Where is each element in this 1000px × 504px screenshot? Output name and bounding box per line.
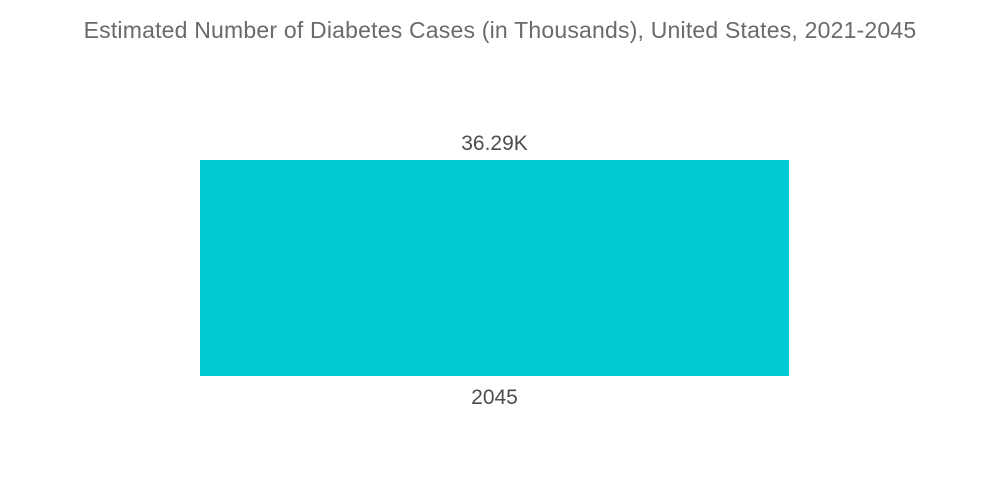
plot-area <box>200 160 789 376</box>
bar-value-label: 36.29K <box>461 132 528 155</box>
x-axis-category-label: 2045 <box>471 386 518 409</box>
chart-title: Estimated Number of Diabetes Cases (in T… <box>83 17 917 43</box>
bar-2045[interactable] <box>200 160 789 376</box>
